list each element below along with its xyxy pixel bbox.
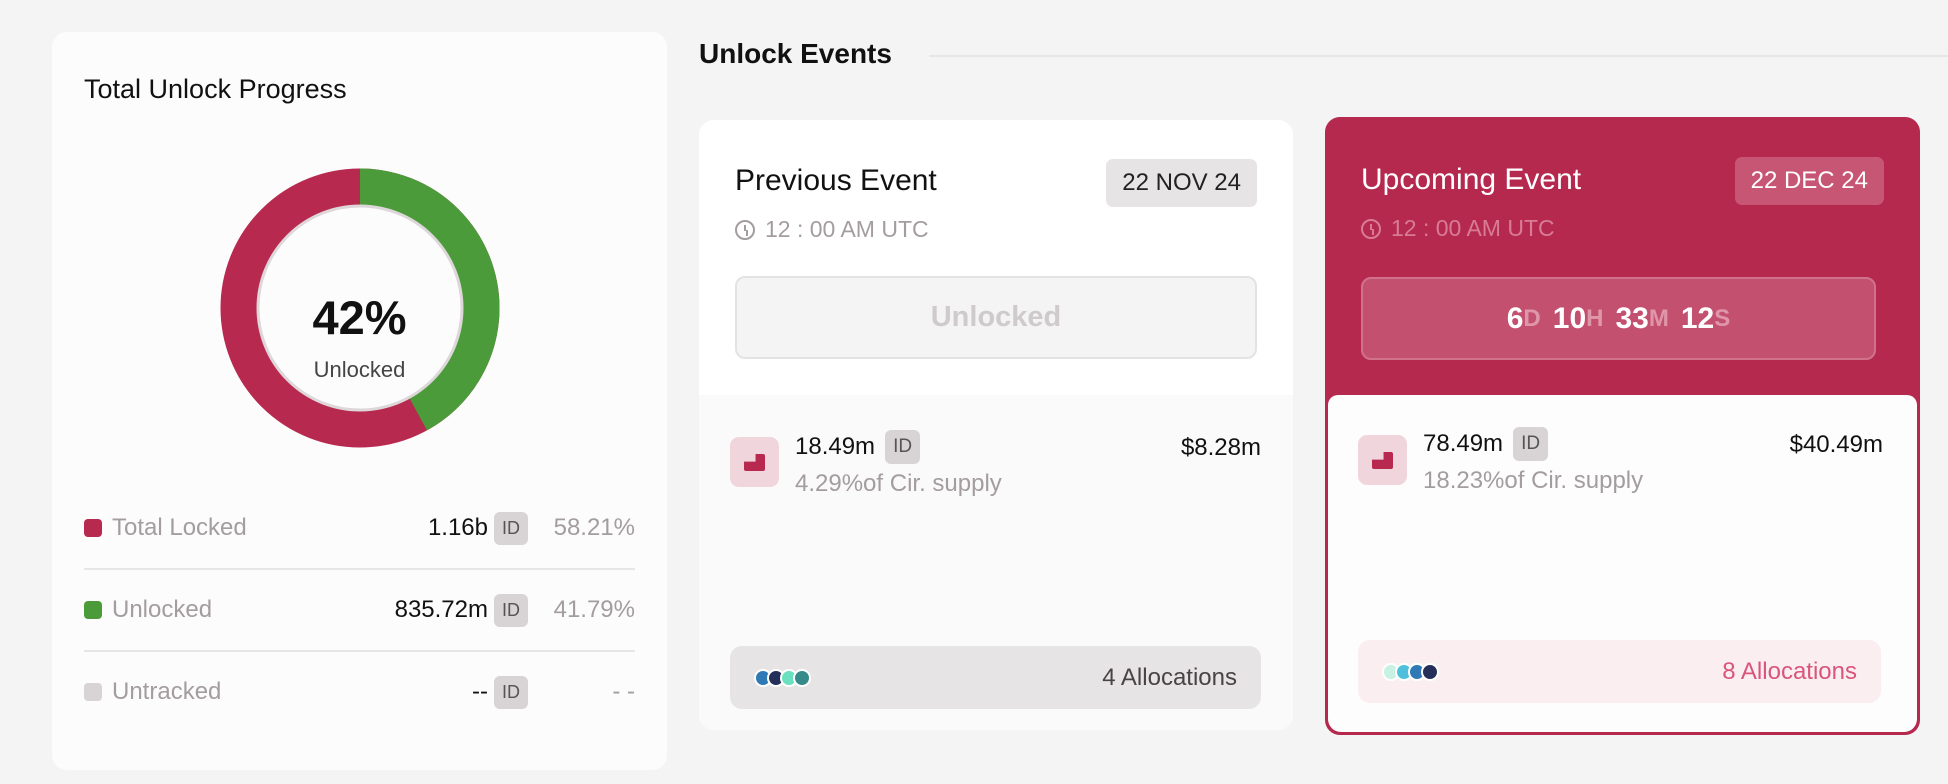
allocations-label: 8 Allocations xyxy=(1722,657,1857,685)
countdown-seconds: 12 xyxy=(1680,301,1715,335)
unlocked-label: Unlocked xyxy=(313,357,406,382)
divider xyxy=(84,650,635,652)
card-title: Total Unlock Progress xyxy=(84,74,347,104)
clock-icon xyxy=(735,219,755,240)
token-icon xyxy=(730,437,779,487)
token-badge: ID xyxy=(1513,427,1549,461)
legend-row-unlocked: Unlocked 835.72m ID 41.79% xyxy=(84,585,635,635)
previous-event-card[interactable]: Previous Event 22 NOV 24 12 : 00 AM UTC … xyxy=(699,120,1293,730)
legend-value: -- xyxy=(472,678,488,705)
countdown-hours: 10 xyxy=(1552,301,1587,335)
event-title: Upcoming Event xyxy=(1361,163,1582,196)
unlock-donut-chart xyxy=(220,168,500,448)
event-date-badge: 22 NOV 24 xyxy=(1106,159,1257,207)
legend-percent: 58.21% xyxy=(553,514,635,541)
allocations-label: 4 Allocations xyxy=(1102,663,1237,691)
hours-unit: H xyxy=(1586,304,1604,332)
token-icon xyxy=(1358,435,1407,485)
days-unit: D xyxy=(1523,304,1541,332)
legend-name: Unlocked xyxy=(112,596,213,623)
donut-inner-ring xyxy=(256,204,464,412)
event-details: 78.49m ID 18.23%of Cir. supply $40.49m 8… xyxy=(1328,395,1917,732)
token-badge: ID xyxy=(494,511,528,545)
time-text: 12 : 00 AM UTC xyxy=(765,216,929,242)
unlock-amount: 78.49m ID xyxy=(1423,427,1560,461)
countdown-days: 6 xyxy=(1506,301,1524,335)
seconds-unit: S xyxy=(1714,304,1731,332)
legend-percent: 41.79% xyxy=(553,596,635,623)
event-time: 12 : 00 AM UTC xyxy=(1361,215,1555,242)
allocation-dot xyxy=(1421,662,1439,681)
usd-value: $40.49m xyxy=(1789,431,1883,458)
amount-value: 78.49m xyxy=(1423,430,1504,457)
legend-name: Untracked xyxy=(112,678,222,705)
donut-unlocked-arc xyxy=(220,168,500,448)
legend-value: 1.16b xyxy=(427,514,488,541)
allocation-dot xyxy=(793,668,811,687)
legend-row-untracked: Untracked -- ID - - xyxy=(84,667,635,717)
section-divider xyxy=(929,55,1948,57)
usd-value: $8.28m xyxy=(1180,434,1261,461)
countdown-minutes: 33 xyxy=(1615,301,1649,335)
unlock-amount: 18.49m ID xyxy=(795,430,932,464)
token-badge: ID xyxy=(885,430,921,464)
legend-name: Total Locked xyxy=(112,514,247,541)
upcoming-event-card[interactable]: Upcoming Event 22 DEC 24 12 : 00 AM UTC … xyxy=(1325,117,1920,735)
event-date-badge: 22 DEC 24 xyxy=(1734,157,1884,205)
amount-value: 18.49m xyxy=(795,433,876,460)
locked-swatch xyxy=(84,519,102,537)
allocations-button[interactable]: 8 Allocations xyxy=(1358,640,1881,703)
status-text: Unlocked xyxy=(930,301,1062,333)
event-title: Previous Event xyxy=(735,164,937,197)
allocation-dots xyxy=(754,668,811,687)
untracked-swatch xyxy=(84,683,102,701)
unlocked-status-box: Unlocked xyxy=(735,276,1257,359)
unlock-progress-card: Total Unlock Progress 42% Unlocked Total… xyxy=(52,32,667,770)
event-time: 12 : 00 AM UTC xyxy=(735,216,929,243)
allocation-dots xyxy=(1382,662,1439,681)
supply-percent: 18.23%of Cir. supply xyxy=(1423,467,1644,494)
allocations-button[interactable]: 4 Allocations xyxy=(730,646,1261,709)
clock-icon xyxy=(1361,218,1381,239)
unlocked-swatch xyxy=(84,601,102,619)
legend-percent: - - xyxy=(612,678,635,705)
time-text: 12 : 00 AM UTC xyxy=(1391,215,1555,241)
unlocked-percent: 42% xyxy=(312,291,407,344)
supply-percent: 4.29%of Cir. supply xyxy=(795,470,1002,497)
legend-value: 835.72m xyxy=(394,596,488,623)
divider xyxy=(84,568,635,570)
section-title: Unlock Events xyxy=(699,38,892,69)
minutes-unit: M xyxy=(1648,304,1669,332)
legend-row-total-locked: Total Locked 1.16b ID 58.21% xyxy=(84,503,635,553)
token-badge: ID xyxy=(494,593,528,627)
token-badge: ID xyxy=(494,675,528,709)
